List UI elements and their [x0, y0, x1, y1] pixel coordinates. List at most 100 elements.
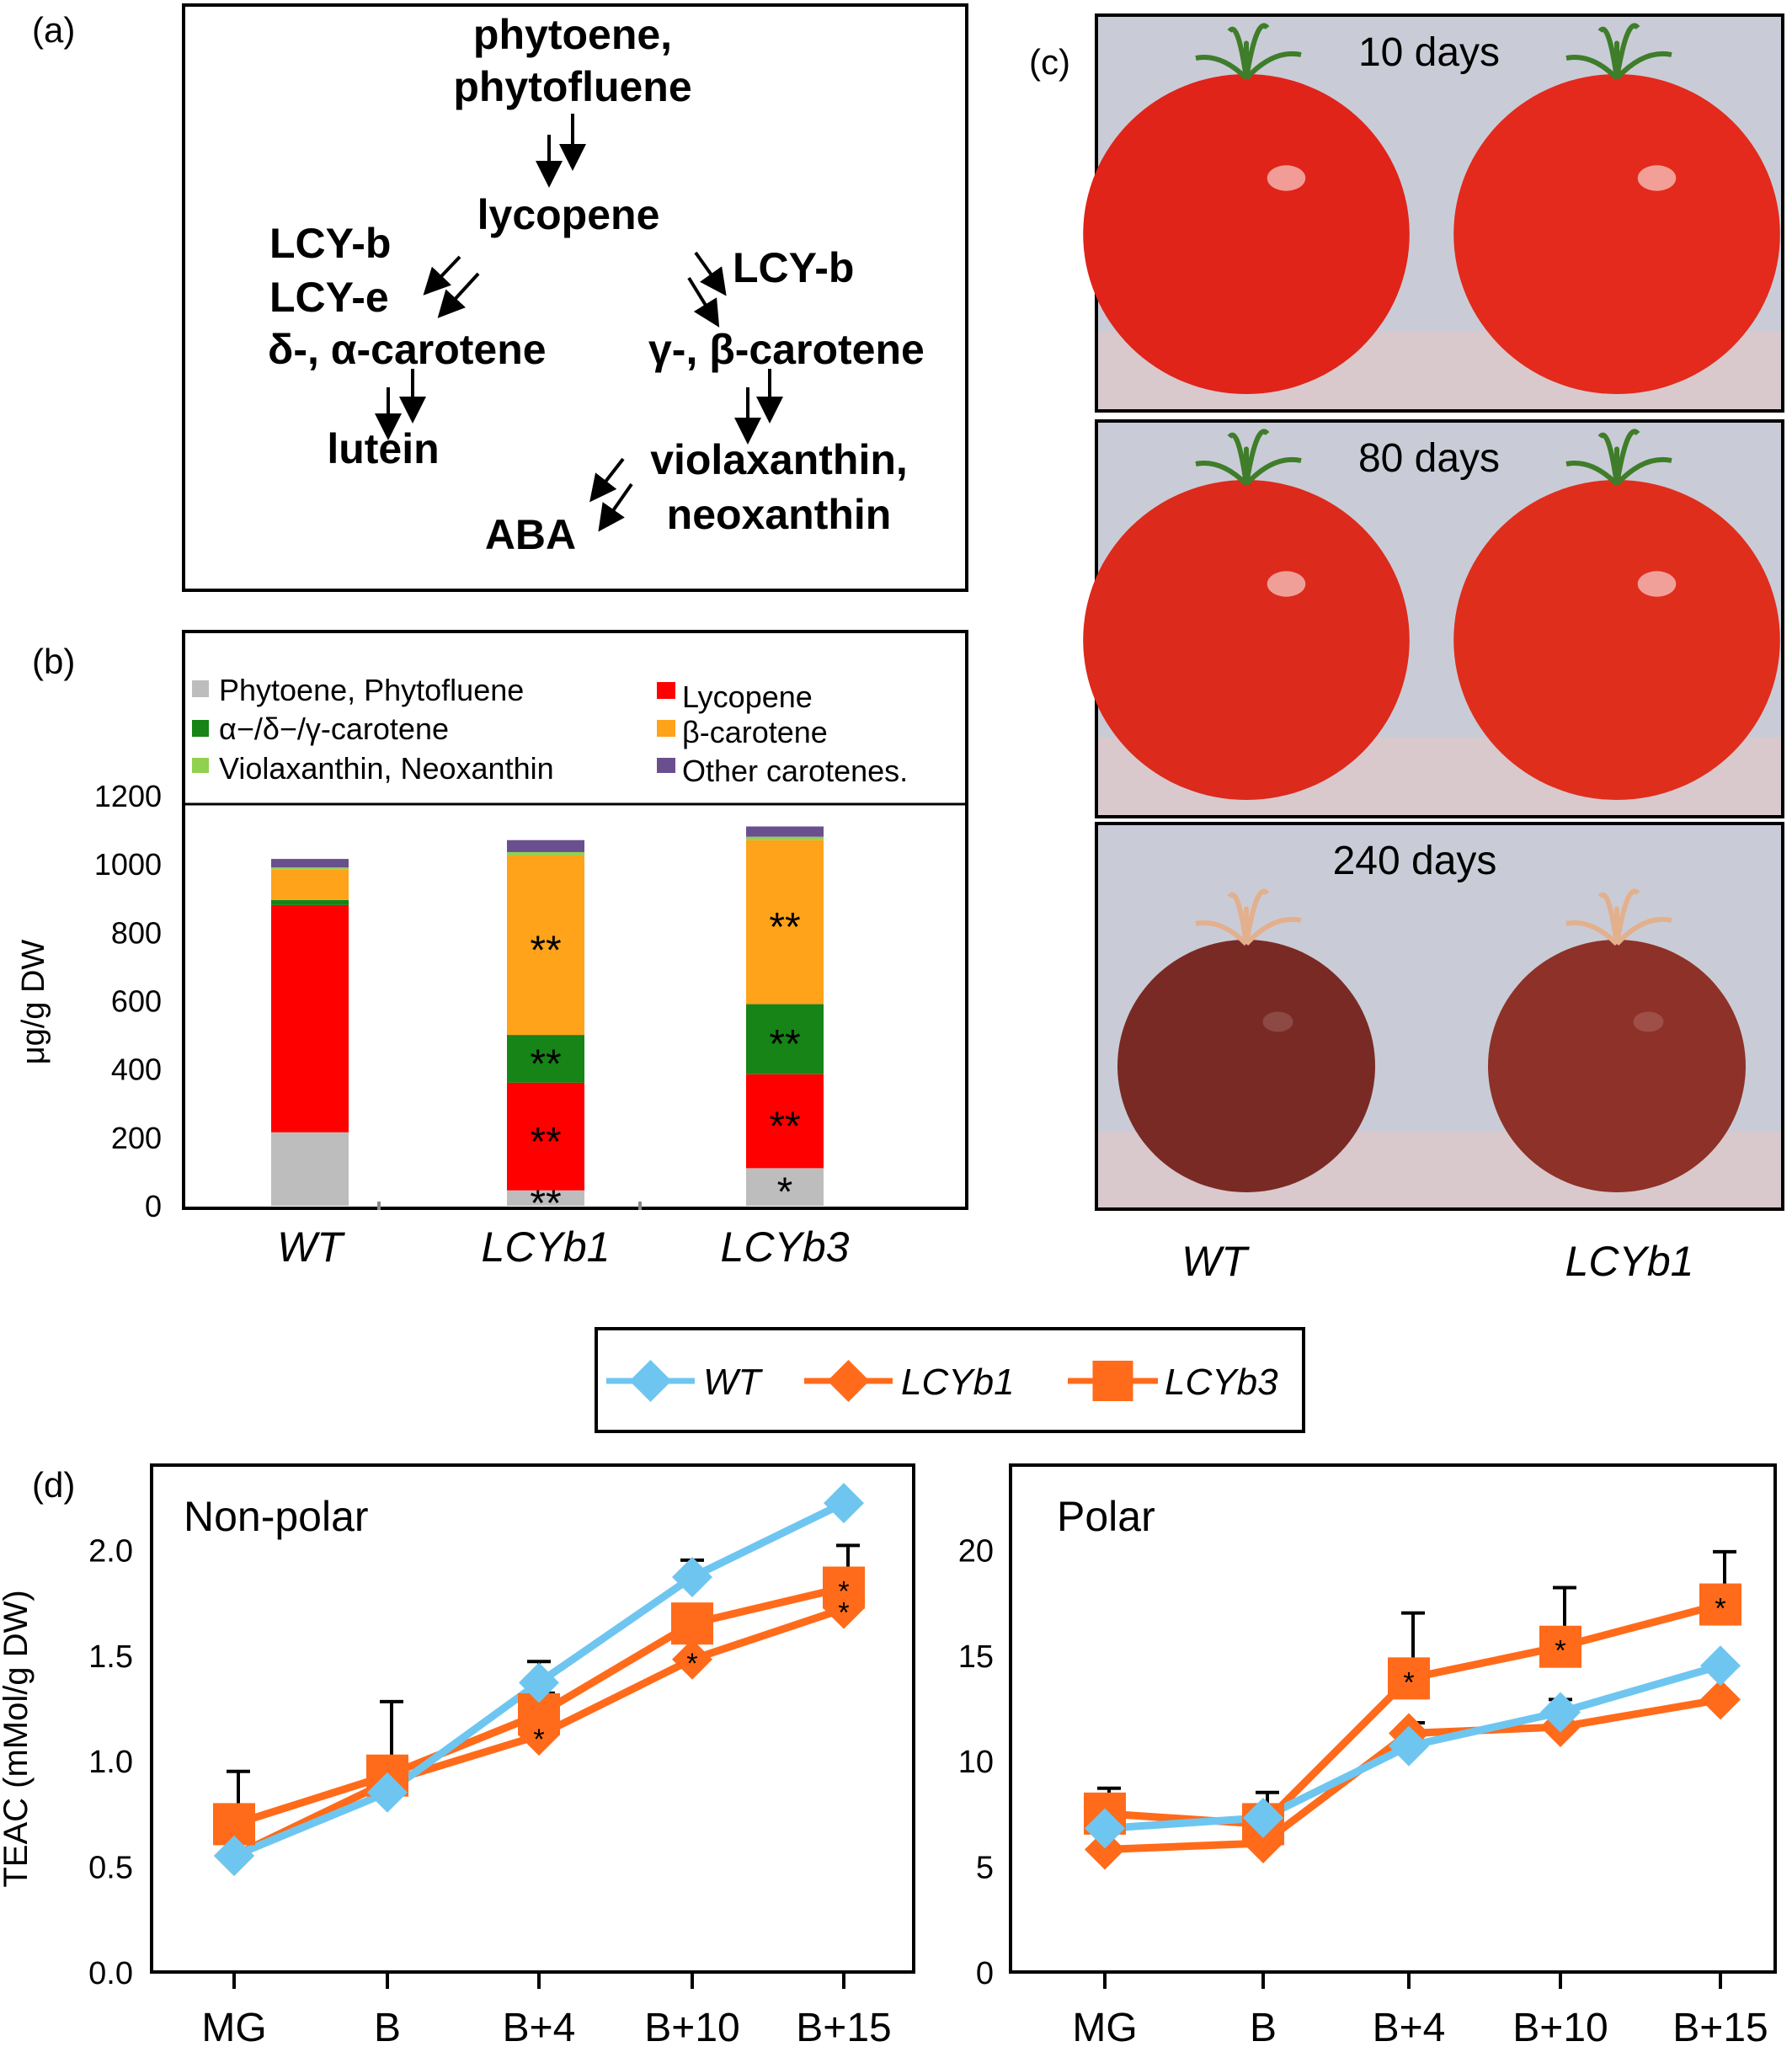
- node-neoxanthin: neoxanthin: [667, 491, 892, 538]
- tomato-highlight: [1267, 165, 1306, 191]
- tomato-highlight: [1267, 571, 1306, 597]
- line-x-tick-label: B: [1250, 2006, 1277, 2050]
- point-wt: [367, 1772, 408, 1813]
- bar-segment-phytoene: [746, 1168, 824, 1206]
- tomato-sepal: [1614, 456, 1672, 487]
- point-lcyb1: [519, 1715, 559, 1756]
- line-y-tick-label: 0: [976, 1956, 994, 1991]
- legend-d-marker: [1092, 1361, 1133, 1401]
- line-y-axis-label: TEAC (mMol/g DW): [0, 1590, 35, 1887]
- tomato-highlight: [1637, 571, 1677, 597]
- bar-segment-lycopene: [746, 1074, 824, 1169]
- tomato-highlight: [1637, 165, 1677, 191]
- significance-star: *: [686, 1648, 697, 1680]
- line-y-tick-label: 0.5: [88, 1851, 133, 1886]
- line-legend-box: [595, 1327, 1305, 1433]
- tomato-sepal: [1565, 920, 1619, 946]
- significance-star: *: [1555, 1635, 1565, 1667]
- bar-y-tick-label: 800: [111, 915, 162, 950]
- line-chart-title: Non-polar: [184, 1493, 369, 1540]
- legend-label-viola: Violaxanthin, Neoxanthin: [219, 751, 554, 786]
- point-lcyb3: [1388, 1657, 1430, 1700]
- bar-chart: 020040060080010001200WT********LCYb1****…: [94, 779, 850, 1271]
- node-violaxanthin: violaxanthin,: [650, 436, 908, 483]
- legend-swatch-beta: [657, 720, 675, 737]
- tomato-sepal: [1614, 916, 1672, 946]
- node-gamma-beta-carotene: γ-, β-carotene: [648, 326, 925, 373]
- bar-segment-viola: [271, 867, 349, 870]
- node-lycopene: lycopene: [477, 191, 660, 238]
- enzyme-lcye: LCY-e: [269, 274, 389, 321]
- bar-y-tick-label: 400: [111, 1053, 162, 1087]
- tomato-fruit: [1453, 74, 1780, 394]
- enzyme-lcyb-left: LCY-b: [269, 220, 391, 267]
- tomato-fruit: [1488, 940, 1746, 1192]
- legend-label-lycopene: Lycopene: [682, 680, 813, 714]
- line-x-tick-label: MG: [1072, 2006, 1137, 2050]
- line-y-tick-label: 20: [958, 1533, 994, 1569]
- photo-day-label: 240 days: [1333, 839, 1497, 883]
- bar-segment-other: [746, 826, 824, 837]
- point-wt: [824, 1483, 864, 1524]
- bar-segment-lycopene: [271, 904, 349, 1133]
- tomato-highlight: [1633, 1011, 1664, 1032]
- photo-xlabel-lcyb1: LCYb1: [1565, 1238, 1694, 1285]
- legend-d-marker: [629, 1360, 672, 1402]
- bar-significance-mark: **: [530, 1120, 561, 1165]
- significance-star: *: [1715, 1593, 1725, 1625]
- bar-category-label: WT: [277, 1223, 345, 1271]
- bar-segment-other: [271, 859, 349, 868]
- tomato-fruit: [1117, 940, 1375, 1192]
- pathway-box: [182, 3, 968, 592]
- tomato-sepal: [1565, 461, 1619, 487]
- line-y-tick-label: 15: [958, 1639, 994, 1675]
- panel-label-c: (c): [1029, 42, 1070, 82]
- point-wt: [1540, 1692, 1581, 1733]
- line-chart-polar: 0 5 10 15 20 Polar MG B B+4 B+10 B+15 * * *: [958, 1463, 1777, 2050]
- bar-segment-adg: [507, 1035, 584, 1083]
- bar-y-tick-label: 200: [111, 1121, 162, 1155]
- panel-label-d: (d): [32, 1465, 75, 1505]
- bar-segment-viola: [746, 836, 824, 840]
- bar-significance-mark: **: [769, 905, 800, 950]
- point-lcyb3: [1539, 1625, 1581, 1668]
- pathway-diagram: phytoene, phytofluene lycopene LCY-b LCY…: [268, 11, 925, 558]
- bar-significance-mark: **: [769, 1022, 800, 1067]
- bar-category-label: LCYb1: [482, 1223, 611, 1271]
- tomato-sepal: [1195, 55, 1249, 81]
- bar-y-tick-label: 1200: [94, 779, 162, 813]
- point-lcyb1: [1243, 1822, 1283, 1863]
- tomato-sepal: [1614, 51, 1672, 81]
- legend-swatch-other: [657, 758, 675, 773]
- bar-significance-mark: **: [530, 1042, 561, 1086]
- line-x-tick-label: B+15: [796, 2006, 891, 2050]
- bar-segment-lycopene: [507, 1082, 584, 1191]
- photo-panels: 10 days 80 days 240 days: [1083, 13, 1784, 1211]
- bar-segment-other: [507, 839, 584, 852]
- node-delta-alpha-carotene: δ-, α-carotene: [268, 326, 547, 373]
- line-chart-nonpolar: 0.0 0.5 1.0 1.5 2.0 Non-polar MG B B+4 B+10 B+15 * *…: [88, 1463, 915, 2050]
- point-lcyb3: [1699, 1583, 1741, 1626]
- panel-label-a: (a): [32, 10, 75, 50]
- point-wt: [1085, 1808, 1125, 1849]
- bar-segment-adg: [746, 1004, 824, 1074]
- tomato-fruit: [1083, 480, 1410, 800]
- bar-y-tick-label: 0: [145, 1189, 162, 1223]
- line-x-tick-label: B+10: [1512, 2006, 1608, 2050]
- bar-category-label: LCYb3: [721, 1223, 850, 1271]
- enzyme-lcyb-right: LCY-b: [733, 244, 854, 291]
- photo-day-label: 10 days: [1358, 30, 1500, 75]
- legend-swatch-viola: [192, 758, 209, 773]
- point-wt: [1243, 1797, 1283, 1838]
- line-legend: WT LCYb1 LCYb3: [606, 1360, 1278, 1403]
- legend-label-beta: β-carotene: [682, 715, 828, 749]
- tomato-sepal: [1195, 920, 1249, 946]
- node-phytoene: phytoene,: [473, 11, 672, 58]
- line-x-tick-label: B+10: [644, 2006, 739, 2050]
- legend-swatch-adg: [192, 720, 209, 737]
- point-wt: [1389, 1725, 1429, 1767]
- line-y-tick-label: 1.0: [88, 1745, 133, 1780]
- bar-y-axis-label: μg/g DW: [16, 940, 51, 1065]
- legend-d-marker: [827, 1360, 870, 1402]
